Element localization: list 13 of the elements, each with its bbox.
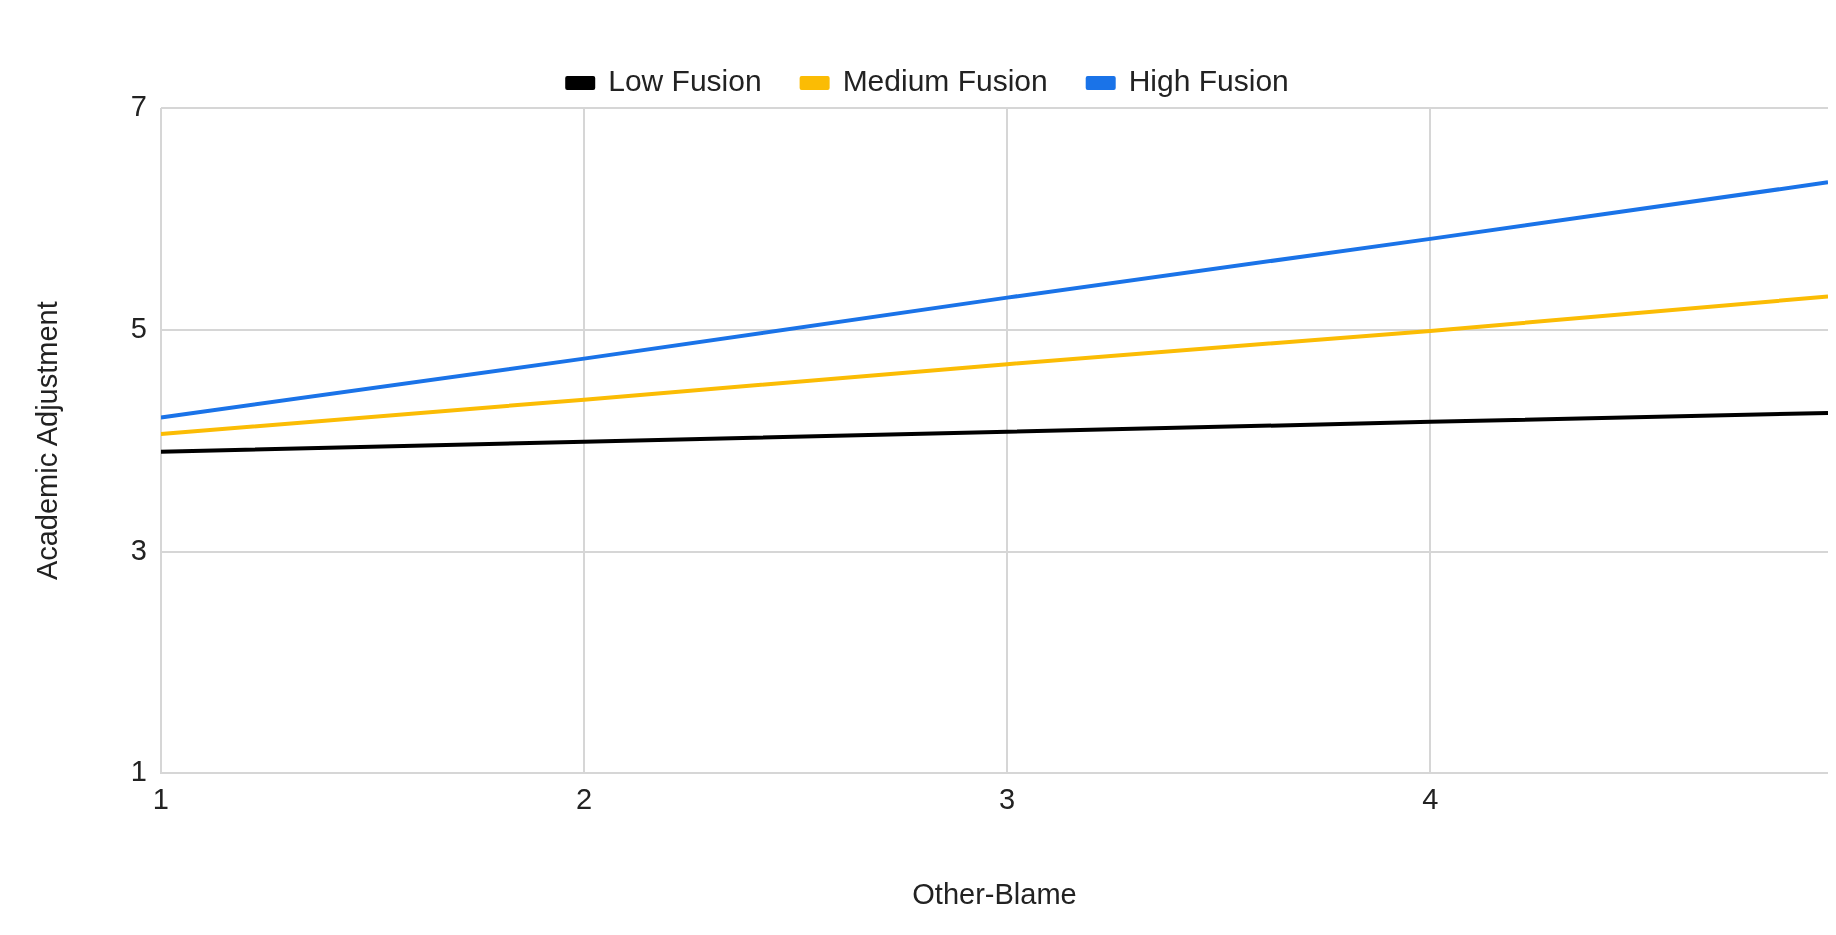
y-tick-label: 7	[130, 90, 147, 122]
x-axis-title: Other-Blame	[912, 877, 1077, 910]
y-tick-label: 1	[130, 755, 147, 788]
y-axis-title: Academic Adjustment	[31, 301, 64, 581]
legend-label: High Fusion	[1128, 64, 1289, 98]
x-tick-label: 4	[1422, 782, 1439, 815]
y-tick-label: 5	[130, 311, 147, 344]
x-tick-label: 1	[152, 782, 169, 815]
x-tick-label: 2	[575, 782, 593, 815]
legend-label: Medium Fusion	[842, 64, 1048, 98]
y-tick-label: 3	[130, 533, 147, 566]
legend-label: Low Fusion	[608, 64, 762, 98]
x-tick-label: 3	[999, 782, 1016, 815]
